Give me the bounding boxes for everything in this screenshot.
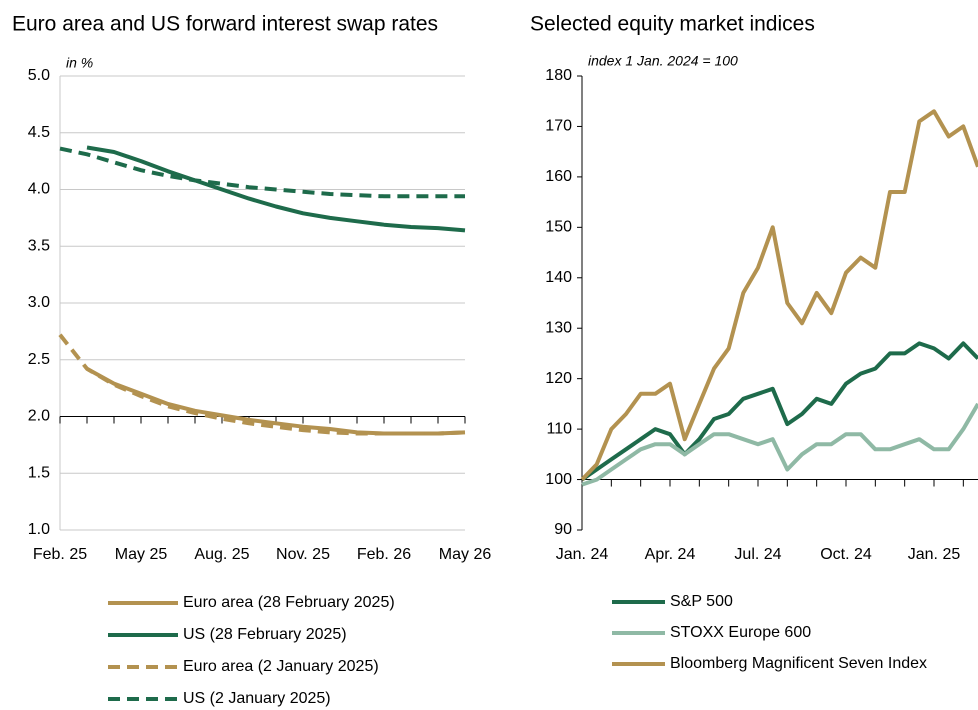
y-tick-label: 1.5	[28, 464, 50, 481]
y-tick-label: 180	[545, 67, 572, 84]
x-tick-label: Feb. 25	[33, 546, 87, 563]
y-tick-label: 2.5	[28, 351, 50, 368]
series-line	[580, 109, 978, 481]
legend-label: Euro area (28 February 2025)	[183, 594, 395, 611]
y-tick-label: 5.0	[28, 67, 50, 84]
y-tick-label: 4.5	[28, 124, 50, 141]
x-tick-label: Jan. 25	[908, 546, 961, 563]
series-line	[86, 145, 466, 233]
y-tick-label: 110	[546, 420, 572, 437]
chart-subtitle: index 1 Jan. 2024 = 100	[588, 53, 738, 69]
x-tick-label: Jan. 24	[556, 546, 609, 563]
y-tick-label: 4.0	[28, 181, 50, 198]
chart-title: Selected equity market indices	[530, 13, 815, 36]
y-tick-label: 170	[545, 118, 572, 135]
series-line	[581, 402, 978, 487]
x-tick-label: Feb. 26	[357, 546, 411, 563]
y-tick-label: 140	[545, 269, 572, 286]
legend-label: US (2 January 2025)	[183, 690, 331, 707]
y-tick-label: 120	[545, 370, 572, 387]
y-tick-label: 3.5	[28, 237, 50, 254]
chart-subtitle: in %	[66, 55, 93, 71]
legend-label: Euro area (2 January 2025)	[183, 658, 379, 675]
legend-label: S&P 500	[670, 593, 733, 610]
x-tick-label: Apr. 24	[645, 546, 696, 563]
y-tick-label: 130	[545, 319, 572, 336]
series-line	[86, 367, 466, 436]
y-tick-label: 90	[554, 521, 572, 538]
legend-label: STOXX Europe 600	[670, 624, 811, 641]
series-line	[580, 341, 978, 482]
x-tick-label: Aug. 25	[194, 546, 249, 563]
x-tick-label: Oct. 24	[820, 546, 872, 563]
x-tick-label: Jul. 24	[734, 546, 781, 563]
series-line	[59, 146, 465, 199]
y-tick-label: 150	[545, 219, 572, 236]
x-tick-label: May 26	[439, 546, 492, 563]
y-tick-label: 2.0	[28, 408, 50, 425]
x-tick-label: Nov. 25	[276, 546, 330, 563]
x-tick-label: May 25	[115, 546, 168, 563]
y-tick-label: 160	[545, 168, 572, 185]
y-tick-label: 3.0	[28, 294, 50, 311]
legend-label: US (28 February 2025)	[183, 626, 347, 643]
y-tick-label: 100	[545, 471, 572, 488]
series-line	[58, 333, 466, 436]
y-tick-label: 1.0	[28, 521, 50, 538]
legend-label: Bloomberg Magnificent Seven Index	[670, 655, 927, 672]
chart-title: Euro area and US forward interest swap r…	[12, 13, 438, 36]
